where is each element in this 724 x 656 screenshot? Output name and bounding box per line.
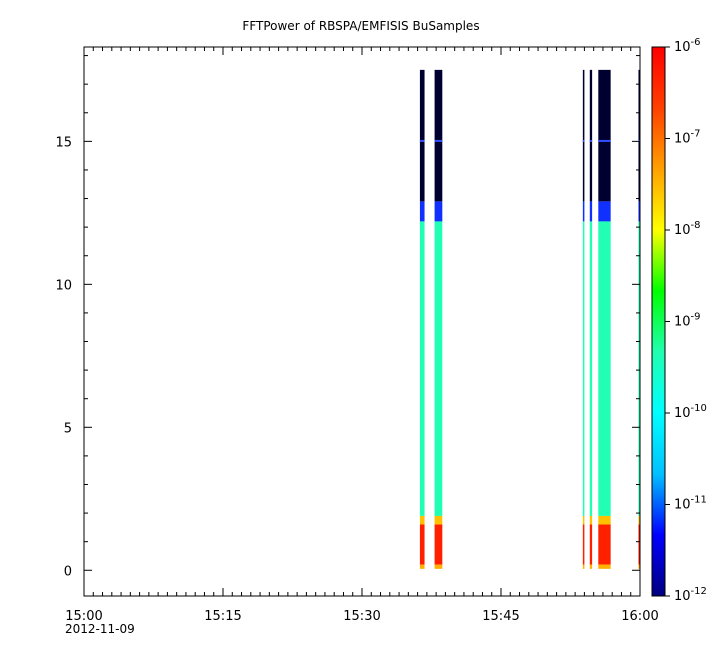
spectrogram-cell [582, 69, 585, 202]
spectrogram-cell [434, 69, 443, 202]
spectrogram-cell [589, 69, 593, 202]
spectrogram-cell [638, 524, 640, 565]
spectrogram-cell [419, 221, 425, 516]
y-tick-label: 5 [64, 421, 72, 436]
y-tick-label: 15 [55, 135, 72, 150]
colorbar-tick-label: 10-11 [674, 495, 707, 513]
colorbar-tick-label: 10-8 [674, 220, 701, 238]
x-axis: 15:00 15:15 15:30 15:45 16:00 [65, 47, 659, 624]
colorbar-tick-label: 10-6 [674, 37, 701, 55]
spectrogram-cell [582, 515, 585, 525]
x-tick-label: 15:00 [65, 609, 102, 624]
spectrogram-cell [598, 515, 611, 525]
spectrogram-cell [589, 515, 593, 525]
x-tick-label: 15:45 [482, 609, 519, 624]
spectrogram-line-15 [582, 139, 585, 142]
spectrogram-cell [419, 515, 425, 525]
spectrogram-cell [589, 564, 593, 569]
spectrogram-cell [582, 524, 585, 565]
y-tick-label: 0 [64, 564, 72, 579]
data-segment-5 [598, 69, 611, 569]
spectrogram-cell [582, 201, 585, 222]
x-tick-label: 15:15 [204, 609, 241, 624]
spectrogram-line-15 [434, 139, 443, 142]
spectrogram-cell [598, 201, 611, 222]
spectrogram-cell [598, 524, 611, 565]
spectrogram-cell [582, 564, 585, 569]
spectrogram-cell [582, 221, 585, 516]
spectrogram-cell [638, 69, 640, 202]
spectrogram-cell [638, 221, 640, 516]
colorbar-ticks: 10-6 10-7 10-8 10-9 10-10 10-11 10-12 [665, 37, 707, 604]
x-axis-date-label: 2012-11-09 [65, 622, 135, 636]
spectrogram-heatmap [419, 69, 640, 569]
spectrogram-cell [638, 564, 640, 569]
data-segment-2 [434, 69, 443, 569]
spectrogram-cell [419, 69, 425, 202]
colorbar [652, 47, 665, 596]
colorbar-tick-label: 10-9 [674, 312, 701, 330]
spectrogram-cell [419, 524, 425, 565]
colorbar-tick-label: 10-10 [674, 403, 707, 421]
y-tick-label: 10 [55, 278, 72, 293]
spectrogram-cell [598, 564, 611, 569]
spectrogram-cell [434, 564, 443, 569]
spectrogram-cell [434, 221, 443, 516]
spectrogram-cell [598, 221, 611, 516]
x-tick-label: 16:00 [621, 609, 658, 624]
spectrogram-cell [434, 201, 443, 222]
spectrogram-cell [638, 515, 640, 525]
spectrogram-cell [434, 524, 443, 565]
spectrogram-line-15 [419, 139, 425, 142]
spectrogram-line-15 [589, 139, 593, 142]
spectrogram-cell [589, 524, 593, 565]
spectrogram-cell [589, 221, 593, 516]
spectrogram-cell [638, 201, 640, 222]
data-segment-4 [589, 69, 593, 569]
x-tick-label: 15:30 [343, 609, 380, 624]
data-segment-3 [582, 69, 585, 569]
spectrogram-cell [598, 69, 611, 202]
colorbar-tick-label: 10-7 [674, 129, 701, 147]
spectrogram-cell [589, 201, 593, 222]
spectrogram-line-15 [598, 139, 611, 142]
spectrogram-cell [419, 201, 425, 222]
colorbar-tick-label: 10-12 [674, 586, 707, 604]
spectrogram-cell [419, 564, 425, 569]
spectrogram-cell [434, 515, 443, 525]
plot-area-frame [83, 46, 641, 597]
chart-title: FFTPower of RBSPA/EMFISIS BuSamples [242, 19, 479, 33]
y-axis: 0 5 10 15 [55, 55, 640, 579]
data-segment-1 [419, 69, 425, 569]
